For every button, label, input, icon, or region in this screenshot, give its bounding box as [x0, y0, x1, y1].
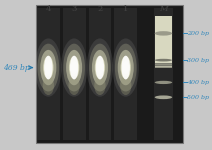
Text: M: M	[159, 5, 168, 13]
Ellipse shape	[38, 44, 59, 92]
Bar	[36, 5, 183, 143]
Bar	[155, 66, 172, 68]
Text: 500 bp: 500 bp	[187, 95, 209, 100]
Ellipse shape	[155, 59, 172, 62]
Bar	[155, 65, 172, 66]
Ellipse shape	[44, 56, 53, 80]
Ellipse shape	[97, 61, 103, 74]
Bar	[114, 8, 137, 140]
Ellipse shape	[121, 56, 131, 79]
Bar	[89, 8, 111, 140]
Text: 1: 1	[123, 5, 128, 13]
Ellipse shape	[35, 38, 61, 97]
Ellipse shape	[121, 56, 130, 80]
Bar	[155, 63, 172, 65]
Ellipse shape	[70, 56, 78, 80]
Bar	[155, 63, 172, 64]
Bar	[155, 16, 172, 63]
Ellipse shape	[66, 50, 82, 85]
Text: 200 bp: 200 bp	[187, 31, 209, 36]
Ellipse shape	[118, 50, 134, 85]
Bar	[155, 61, 172, 62]
Text: 400 bp: 400 bp	[187, 80, 209, 85]
Ellipse shape	[95, 56, 105, 79]
Text: 3: 3	[71, 5, 77, 13]
Bar	[37, 8, 60, 140]
Ellipse shape	[68, 76, 80, 95]
Ellipse shape	[113, 38, 139, 97]
Ellipse shape	[92, 50, 108, 85]
Ellipse shape	[61, 38, 87, 97]
Ellipse shape	[87, 38, 113, 97]
Ellipse shape	[94, 76, 106, 95]
Bar	[153, 8, 173, 140]
Bar	[63, 8, 85, 140]
Ellipse shape	[96, 56, 104, 80]
Text: 2: 2	[97, 5, 103, 13]
Text: 4: 4	[46, 5, 51, 13]
Ellipse shape	[43, 76, 54, 95]
Ellipse shape	[43, 56, 53, 79]
Text: 469 bp: 469 bp	[3, 64, 32, 72]
Ellipse shape	[40, 50, 56, 85]
Ellipse shape	[120, 76, 131, 95]
Ellipse shape	[155, 81, 172, 84]
Ellipse shape	[155, 31, 172, 36]
Ellipse shape	[155, 95, 172, 99]
Bar	[155, 62, 172, 63]
Bar	[155, 64, 172, 65]
Ellipse shape	[69, 56, 79, 79]
Ellipse shape	[123, 61, 128, 74]
Ellipse shape	[71, 61, 77, 74]
Ellipse shape	[63, 44, 85, 92]
Bar	[155, 66, 172, 67]
Ellipse shape	[115, 44, 137, 92]
Ellipse shape	[46, 61, 51, 74]
Text: 300 bp: 300 bp	[187, 58, 209, 63]
Ellipse shape	[89, 44, 111, 92]
